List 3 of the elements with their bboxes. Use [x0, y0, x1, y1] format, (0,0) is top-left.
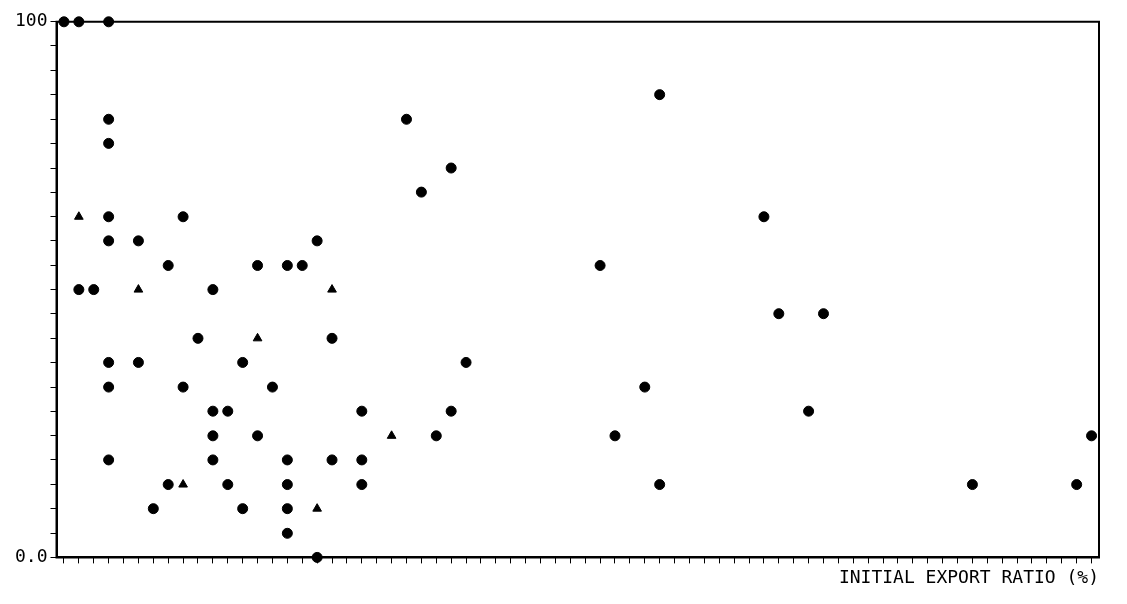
y-tick-label: 100: [15, 9, 48, 31]
x-axis-title: INITIAL EXPORT RATIO (%): [838, 565, 1099, 587]
y-tick-label: 0.0: [15, 545, 48, 567]
